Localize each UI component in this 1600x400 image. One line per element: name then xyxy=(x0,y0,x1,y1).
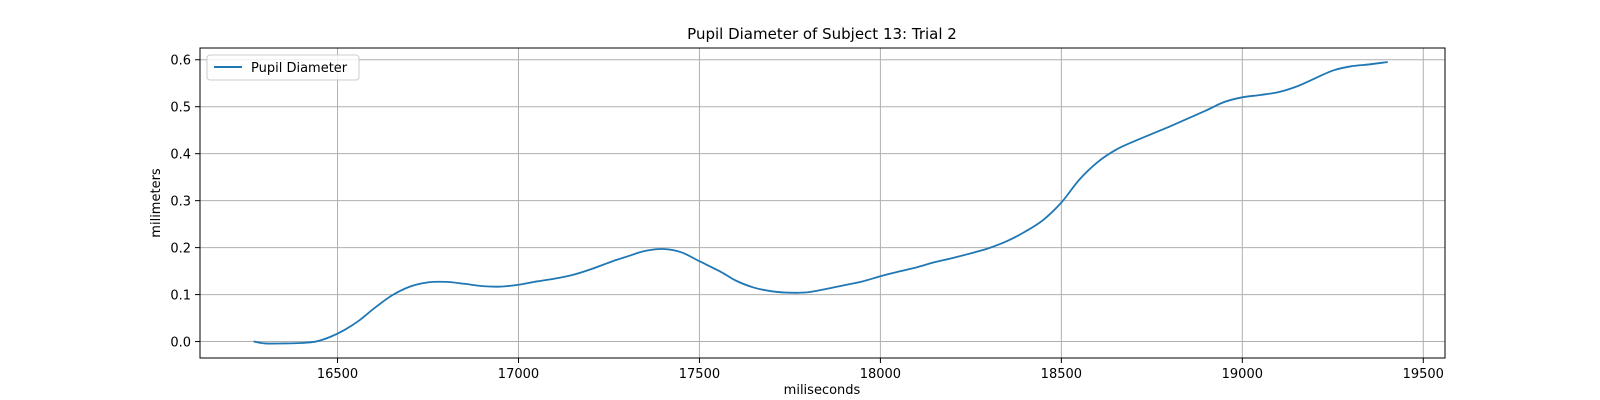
legend-label-pupil-diameter: Pupil Diameter xyxy=(251,61,348,76)
y-tick-label: 0.1 xyxy=(170,289,191,304)
y-tick-label: 0.4 xyxy=(170,148,191,163)
chart-title: Pupil Diameter of Subject 13: Trial 2 xyxy=(687,25,957,43)
legend-box xyxy=(206,54,360,81)
grid xyxy=(200,48,1445,358)
x-tick-label: 19500 xyxy=(1403,367,1444,382)
x-tick-label: 17500 xyxy=(679,367,720,382)
plot-series xyxy=(253,61,1388,345)
x-tick-label: 18500 xyxy=(1041,367,1082,382)
y-tick-label: 0.5 xyxy=(170,101,191,116)
x-tick-label: 18000 xyxy=(860,367,901,382)
axis-ticks: 16500 17000 17500 18000 18500 19000 19500 0.0 0.… xyxy=(170,54,1444,382)
y-tick-label: 0.0 xyxy=(170,336,191,351)
x-tick-label: 17000 xyxy=(498,367,539,382)
plot-frame xyxy=(199,47,1446,359)
legend: Pupil Diameter xyxy=(206,54,360,81)
y-axis-label: milimeters xyxy=(149,168,164,238)
series-line-pupil-diameter xyxy=(253,61,1388,345)
x-axis-label: miliseconds xyxy=(784,383,861,398)
x-tick-label: 16500 xyxy=(317,367,358,382)
y-tick-label: 0.6 xyxy=(170,54,191,69)
y-tick-label: 0.3 xyxy=(170,195,191,210)
y-tick-label: 0.2 xyxy=(170,242,191,257)
x-tick-label: 19000 xyxy=(1222,367,1263,382)
